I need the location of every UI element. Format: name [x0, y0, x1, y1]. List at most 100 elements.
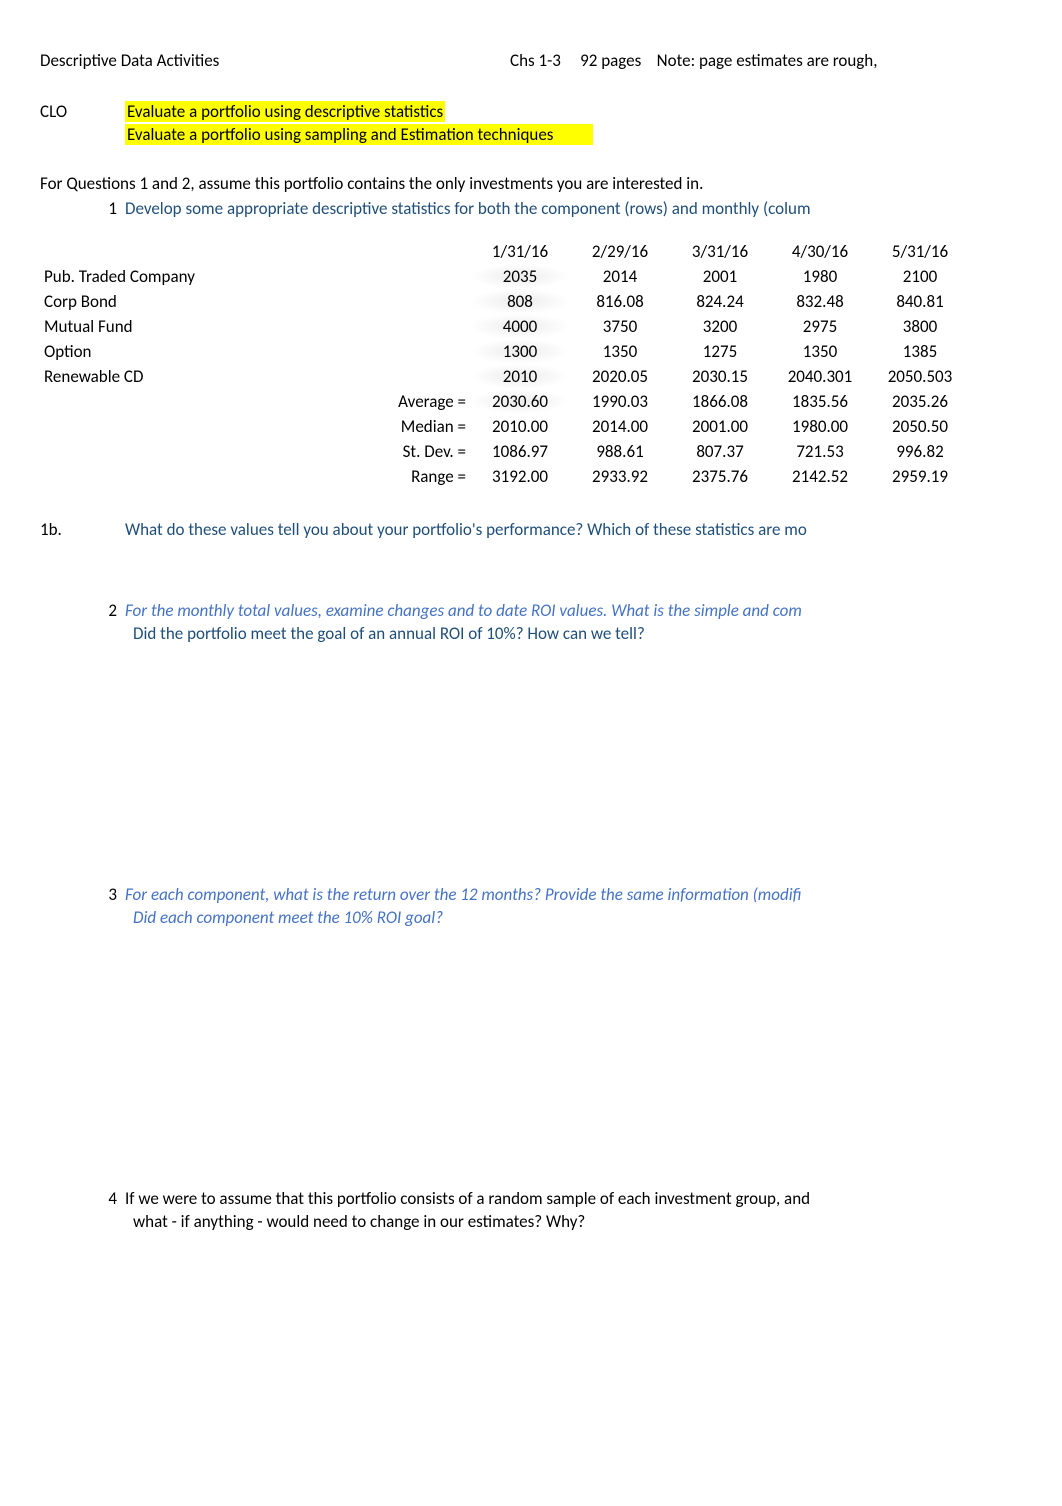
header-note: Note: page estimates are rough,: [657, 50, 878, 71]
cell: 2959.19: [870, 464, 970, 489]
question-1b: 1b. What do these values tell you about …: [40, 519, 1022, 540]
question-2: 2 For the monthly total values, examine …: [40, 600, 1022, 644]
q1b-label: 1b.: [40, 519, 125, 540]
q4-line2: what - if anything - would need to chang…: [40, 1211, 1022, 1232]
cell: 824.24: [670, 289, 770, 314]
cell: 2035: [470, 264, 570, 289]
cell: 1275: [670, 339, 770, 364]
cell: 988.61: [570, 439, 670, 464]
row-label: Pub. Traded Company: [40, 264, 290, 289]
cell: 1350: [570, 339, 670, 364]
cell: 1300: [470, 339, 570, 364]
table-header-row: 1/31/16 2/29/16 3/31/16 4/30/16 5/31/16: [40, 239, 970, 264]
portfolio-data-table: 1/31/16 2/29/16 3/31/16 4/30/16 5/31/16 …: [40, 239, 970, 489]
row-label: Corp Bond: [40, 289, 290, 314]
q3-line2: Did each component meet the 10% ROI goal…: [40, 907, 1022, 928]
cell: 1086.97: [470, 439, 570, 464]
cell: 2375.76: [670, 464, 770, 489]
cell: 3800: [870, 314, 970, 339]
stat-row: Average = 2030.60 1990.03 1866.08 1835.5…: [40, 389, 970, 414]
header-pages: 92 pages: [580, 50, 641, 71]
q4-line1: If we were to assume that this portfolio…: [125, 1188, 1022, 1209]
intro-text: For Questions 1 and 2, assume this portf…: [40, 173, 1022, 194]
cell: 2010.00: [470, 414, 570, 439]
stat-row: Range = 3192.00 2933.92 2375.76 2142.52 …: [40, 464, 970, 489]
q3-number: 3: [40, 884, 125, 905]
row-label: Mutual Fund: [40, 314, 290, 339]
clo-line1: Evaluate a portfolio using descriptive s…: [125, 101, 445, 122]
question-1: 1 Develop some appropriate descriptive s…: [40, 198, 1022, 219]
cell: 2040.301: [770, 364, 870, 389]
cell: 1990.03: [570, 389, 670, 414]
question-4: 4 If we were to assume that this portfol…: [40, 1188, 1022, 1232]
header-title: Descriptive Data Activities: [40, 50, 510, 71]
stat-label: Average =: [290, 389, 470, 414]
clo-block: CLO Evaluate a portfolio using descripti…: [40, 101, 1022, 145]
cell: 2933.92: [570, 464, 670, 489]
date-col-1: 2/29/16: [570, 239, 670, 264]
row-label: Option: [40, 339, 290, 364]
cell: 2010: [470, 364, 570, 389]
cell: 3750: [570, 314, 670, 339]
table-row: Option 1300 1350 1275 1350 1385: [40, 339, 970, 364]
cell: 2014: [570, 264, 670, 289]
stat-label: St. Dev. =: [290, 439, 470, 464]
clo-text: Evaluate a portfolio using descriptive s…: [125, 101, 593, 145]
q1-text: Develop some appropriate descriptive sta…: [125, 198, 1022, 219]
stat-label: Median =: [290, 414, 470, 439]
q3-line1: For each component, what is the return o…: [125, 884, 1022, 905]
cell: 4000: [470, 314, 570, 339]
cell: 2014.00: [570, 414, 670, 439]
cell: 832.48: [770, 289, 870, 314]
cell: 2030.15: [670, 364, 770, 389]
q1b-text: What do these values tell you about your…: [125, 519, 807, 540]
cell: 816.08: [570, 289, 670, 314]
table-row: Pub. Traded Company 2035 2014 2001 1980 …: [40, 264, 970, 289]
clo-label: CLO: [40, 101, 125, 122]
table-row: Mutual Fund 4000 3750 3200 2975 3800: [40, 314, 970, 339]
stat-row: Median = 2010.00 2014.00 2001.00 1980.00…: [40, 414, 970, 439]
q2-line2: Did the portfolio meet the goal of an an…: [40, 623, 1022, 644]
table-row: Renewable CD 2010 2020.05 2030.15 2040.3…: [40, 364, 970, 389]
stat-label: Range =: [290, 464, 470, 489]
cell: 1866.08: [670, 389, 770, 414]
row-label: Renewable CD: [40, 364, 290, 389]
cell: 2035.26: [870, 389, 970, 414]
cell: 3192.00: [470, 464, 570, 489]
header-chapters: Chs 1-3: [510, 50, 561, 71]
cell: 2975: [770, 314, 870, 339]
cell: 1980: [770, 264, 870, 289]
stat-row: St. Dev. = 1086.97 988.61 807.37 721.53 …: [40, 439, 970, 464]
cell: 1835.56: [770, 389, 870, 414]
cell: 3200: [670, 314, 770, 339]
cell: 808: [470, 289, 570, 314]
document-header: Descriptive Data Activities Chs 1-3 92 p…: [40, 50, 1022, 71]
cell: 1385: [870, 339, 970, 364]
cell: 2020.05: [570, 364, 670, 389]
cell: 1350: [770, 339, 870, 364]
cell: 2050.503: [870, 364, 970, 389]
cell: 840.81: [870, 289, 970, 314]
header-meta: Chs 1-3 92 pages Note: page estimates ar…: [510, 50, 1022, 71]
cell: 2030.60: [470, 389, 570, 414]
date-col-0: 1/31/16: [470, 239, 570, 264]
q4-number: 4: [40, 1188, 125, 1209]
cell: 721.53: [770, 439, 870, 464]
cell: 2100: [870, 264, 970, 289]
cell: 1980.00: [770, 414, 870, 439]
question-3: 3 For each component, what is the return…: [40, 884, 1022, 928]
q2-number: 2: [40, 600, 125, 621]
table-row: Corp Bond 808 816.08 824.24 832.48 840.8…: [40, 289, 970, 314]
cell: 2001.00: [670, 414, 770, 439]
q1-number: 1: [40, 198, 125, 219]
date-col-3: 4/30/16: [770, 239, 870, 264]
cell: 2001: [670, 264, 770, 289]
q2-line1: For the monthly total values, examine ch…: [125, 600, 1022, 621]
cell: 807.37: [670, 439, 770, 464]
date-col-4: 5/31/16: [870, 239, 970, 264]
cell: 2050.50: [870, 414, 970, 439]
cell: 2142.52: [770, 464, 870, 489]
date-col-2: 3/31/16: [670, 239, 770, 264]
cell: 996.82: [870, 439, 970, 464]
clo-line2: Evaluate a portfolio using sampling and …: [125, 124, 593, 145]
